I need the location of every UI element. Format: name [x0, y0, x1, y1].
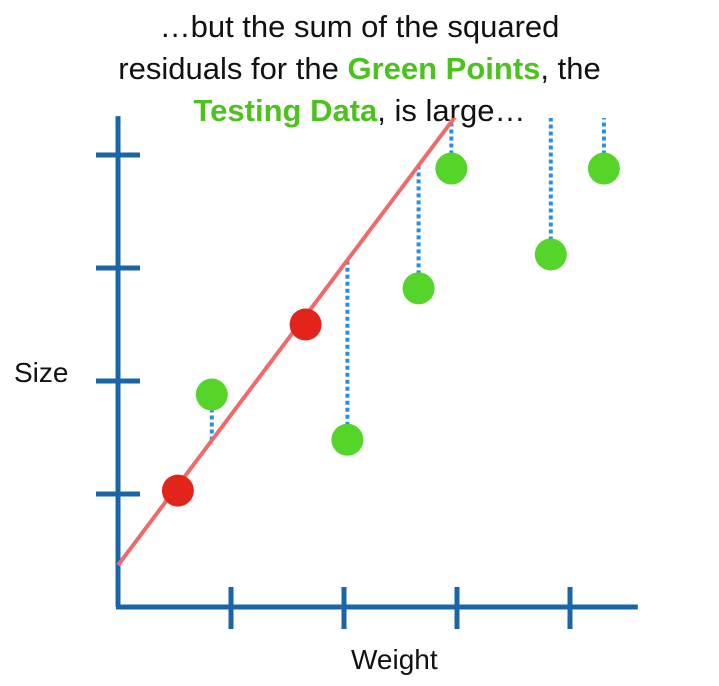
title-line-2-suffix: , the	[540, 51, 601, 86]
training-point-2	[289, 308, 322, 341]
title-testing-data-highlight: Testing Data	[193, 93, 378, 128]
title-line-2-text: residuals for the	[118, 51, 348, 86]
title-green-points-highlight: Green Points	[347, 51, 541, 86]
title-line-2: residuals for the Green Points, the	[0, 48, 719, 90]
residual-lines	[209, 118, 606, 441]
title-line-1: …but the sum of the squared	[0, 6, 719, 48]
data-points	[161, 152, 620, 507]
testing-point-6	[587, 152, 620, 185]
testing-point-4	[435, 152, 468, 185]
axes	[96, 116, 638, 629]
testing-point-1	[195, 378, 228, 411]
testing-point-2	[331, 423, 364, 456]
fit-line	[116, 118, 457, 567]
fit-line-group	[116, 118, 457, 567]
y-axis-label: Size	[14, 357, 69, 388]
testing-point-3	[402, 272, 435, 305]
title-line-3: Testing Data, is large…	[0, 90, 719, 132]
training-point-1	[161, 474, 194, 507]
chart-title: …but the sum of the squared residuals fo…	[0, 6, 719, 132]
x-axis-label: Weight	[351, 644, 438, 675]
testing-point-5	[534, 238, 567, 271]
title-line-1-text: …but the sum of the squared	[159, 9, 560, 44]
